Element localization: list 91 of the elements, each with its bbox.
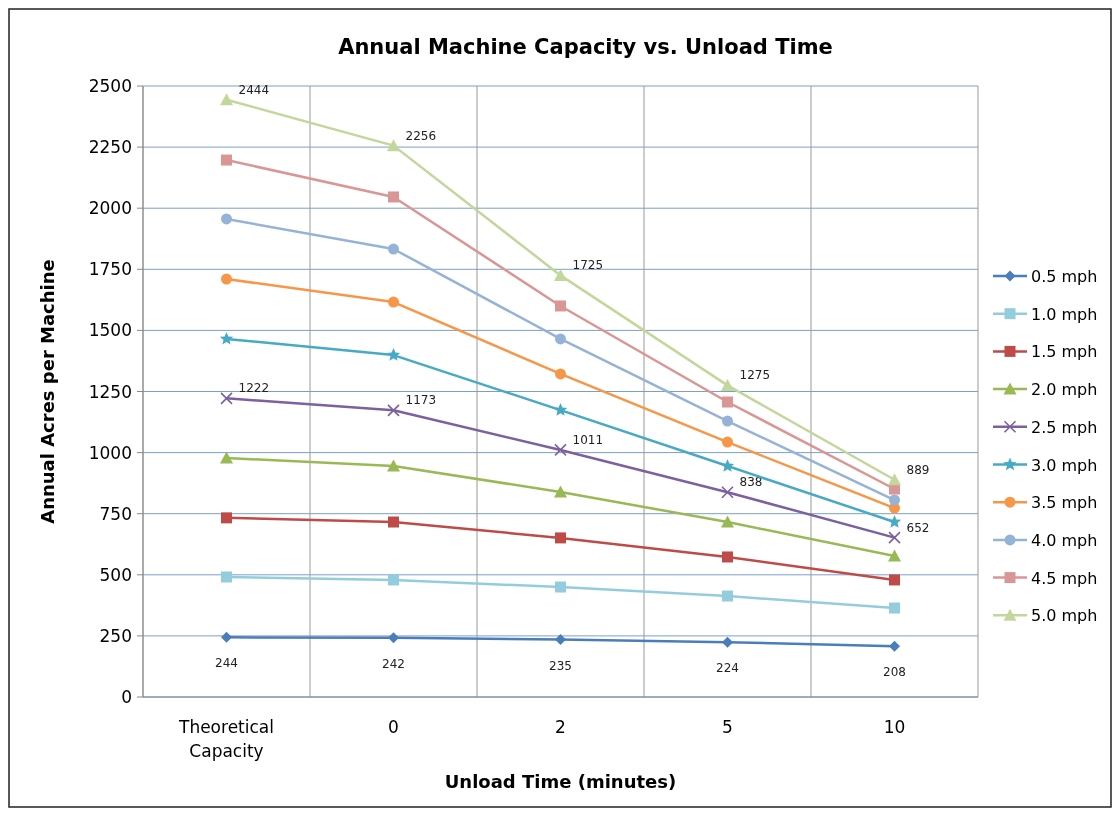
data-label: 2444 [238,82,270,97]
point [221,154,232,166]
data-label: 1011 [572,432,604,447]
x-tick-label: 5 [722,717,733,737]
y-tick-label: 0 [121,687,132,707]
point [720,459,735,472]
point [722,436,733,448]
point [555,532,566,544]
legend-label: 3.5 mph [1031,493,1098,513]
point [386,348,401,361]
point [888,473,901,486]
point [555,300,566,312]
y-tick-label: 250 [99,625,132,646]
point [221,512,232,524]
point [889,494,900,506]
y-tick-label: 500 [99,564,132,585]
point [722,636,733,648]
y-tick-label: 750 [99,503,132,524]
data-label: 1725 [572,258,604,273]
point [388,243,399,255]
legend-label: 4.5 mph [1031,568,1098,588]
point [889,602,900,614]
legend-label: 2.5 mph [1031,417,1098,437]
point [721,515,734,528]
x-tick-label: 10 [883,717,906,737]
point [554,443,567,457]
point [388,516,399,528]
point [722,590,733,602]
y-tick-label: 1250 [88,381,132,402]
y-tick-label: 2500 [88,76,132,96]
point [388,632,399,644]
point [555,333,566,345]
data-label: 235 [549,658,572,673]
data-label: 224 [716,661,739,676]
data-label: 889 [906,462,930,477]
point [387,459,400,472]
data-label: 652 [906,520,930,535]
point [555,581,566,593]
legend-label: 0.5 mph [1031,267,1098,286]
data-label: 1173 [405,393,437,408]
x-tick-label: 0 [388,717,399,737]
legend-label: 2.0 mph [1031,380,1098,400]
point [220,392,233,405]
point [388,296,399,308]
data-label: 838 [739,475,763,490]
point [554,268,567,281]
point [889,574,900,586]
legend-label: 3.0 mph [1031,455,1098,475]
point [221,213,232,225]
legend-label: 4.0 mph [1031,530,1098,550]
point [888,531,901,544]
x-axis-title: Unload Time (minutes) [444,771,677,792]
point [889,640,900,652]
point [888,549,901,562]
y-axis-title: Annual Acres per Machine [37,259,58,524]
data-label: 244 [215,656,238,671]
y-tick-label: 1500 [88,320,132,341]
point [388,574,399,586]
data-label: 208 [883,665,906,680]
point [887,515,902,528]
point [220,451,233,464]
legend-label: 1.0 mph [1031,304,1098,324]
point [553,403,568,416]
point [554,485,567,498]
point [221,631,232,643]
point [387,139,400,152]
point [219,331,234,345]
point [220,93,233,106]
point [721,485,734,499]
y-tick-label: 2250 [88,137,132,158]
point [388,191,399,203]
point [721,378,734,391]
y-tick-label: 1750 [88,259,132,280]
x-tick-label: Theoretical Capacity [178,717,274,761]
point [722,551,733,563]
point [387,404,400,417]
point [722,396,733,408]
data-label: 1275 [739,368,771,383]
point [221,571,232,583]
y-tick-label: 2000 [88,198,132,219]
point [722,415,733,427]
point [555,634,566,646]
legend-label: 1.5 mph [1031,342,1098,362]
legend-label: 5.0 mph [1031,606,1098,626]
point [555,368,566,380]
data-label: 242 [382,656,405,671]
y-tick-label: 1000 [88,442,132,463]
data-label: 2256 [405,128,437,143]
point [221,273,232,285]
chart-title: Annual Machine Capacity vs. Unload Time [338,35,833,59]
x-tick-label: 2 [555,717,566,737]
